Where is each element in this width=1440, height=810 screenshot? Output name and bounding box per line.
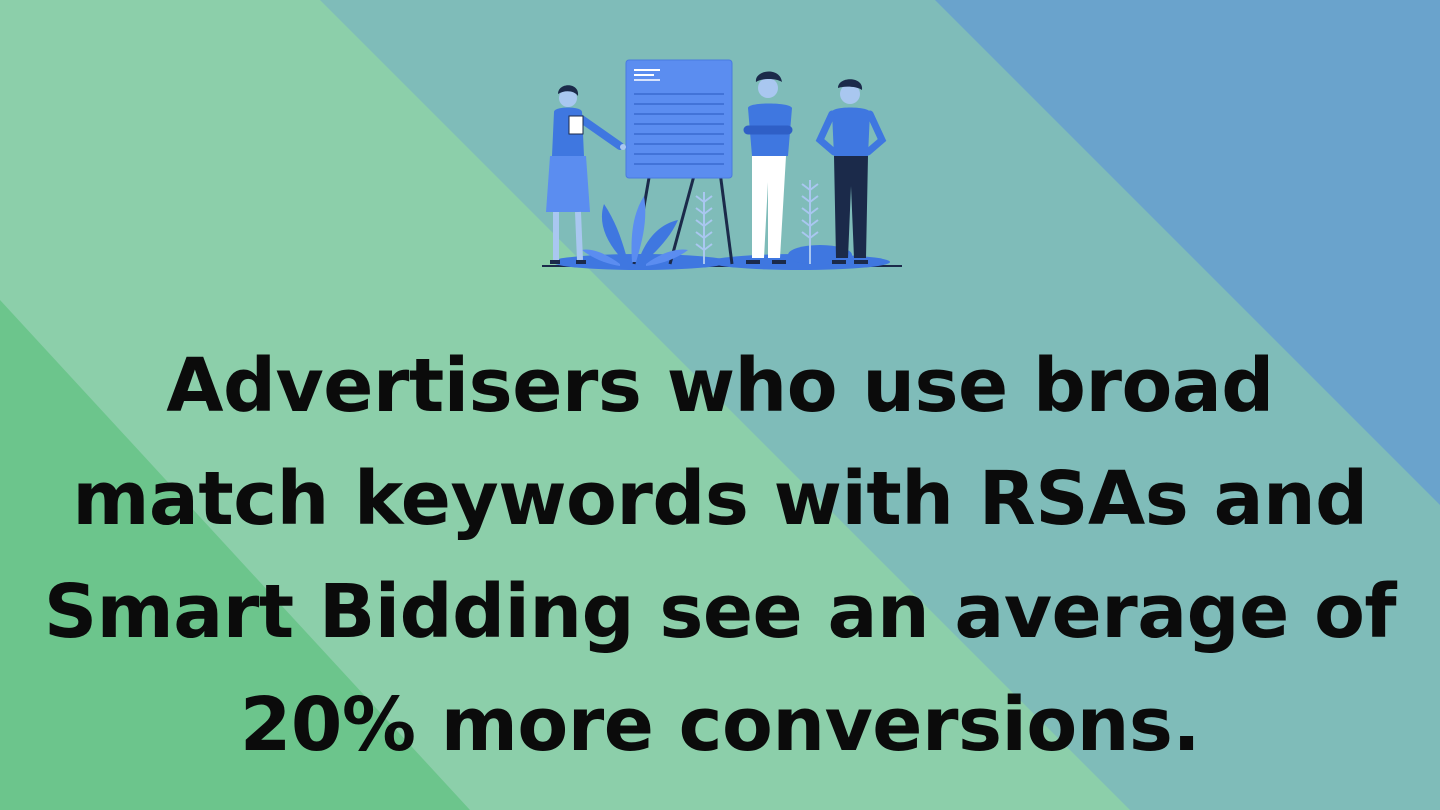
fern-icon [695,180,819,264]
headline: Advertisers who use broad match keywords… [43,343,1397,768]
person-arms-crossed-icon [743,71,793,264]
bg-band-green [0,300,470,810]
bg-band-blue [935,0,1440,505]
presenter-icon [546,85,626,264]
plant-icon [582,196,688,266]
person-hands-on-hips-icon [815,79,887,264]
team-presentation-illustration [542,59,902,270]
